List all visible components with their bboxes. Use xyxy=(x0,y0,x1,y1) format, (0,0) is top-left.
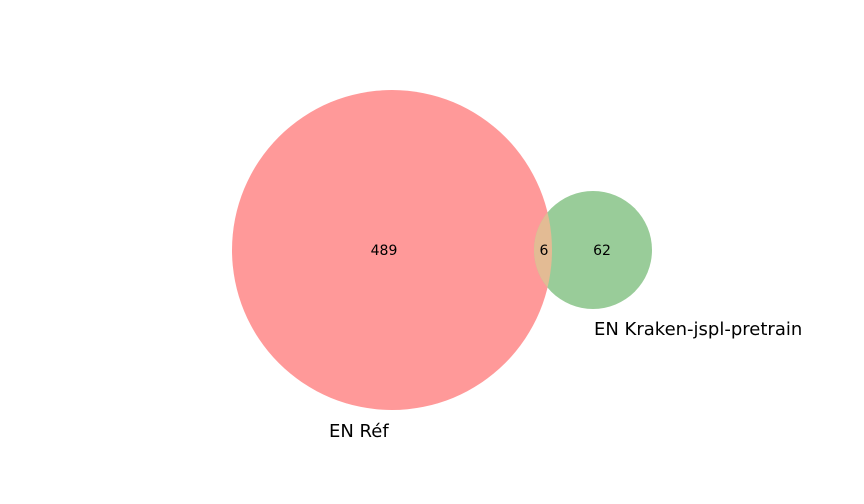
count-set-a-only: 489 xyxy=(371,243,398,259)
set-b-label: EN Kraken-jspl-pretrain xyxy=(594,319,802,340)
set-a-circle xyxy=(232,90,552,410)
set-b-circle xyxy=(534,191,652,309)
set-a-label: EN Réf xyxy=(329,421,389,442)
count-intersection: 6 xyxy=(540,243,549,259)
count-set-b-only: 62 xyxy=(593,243,611,259)
